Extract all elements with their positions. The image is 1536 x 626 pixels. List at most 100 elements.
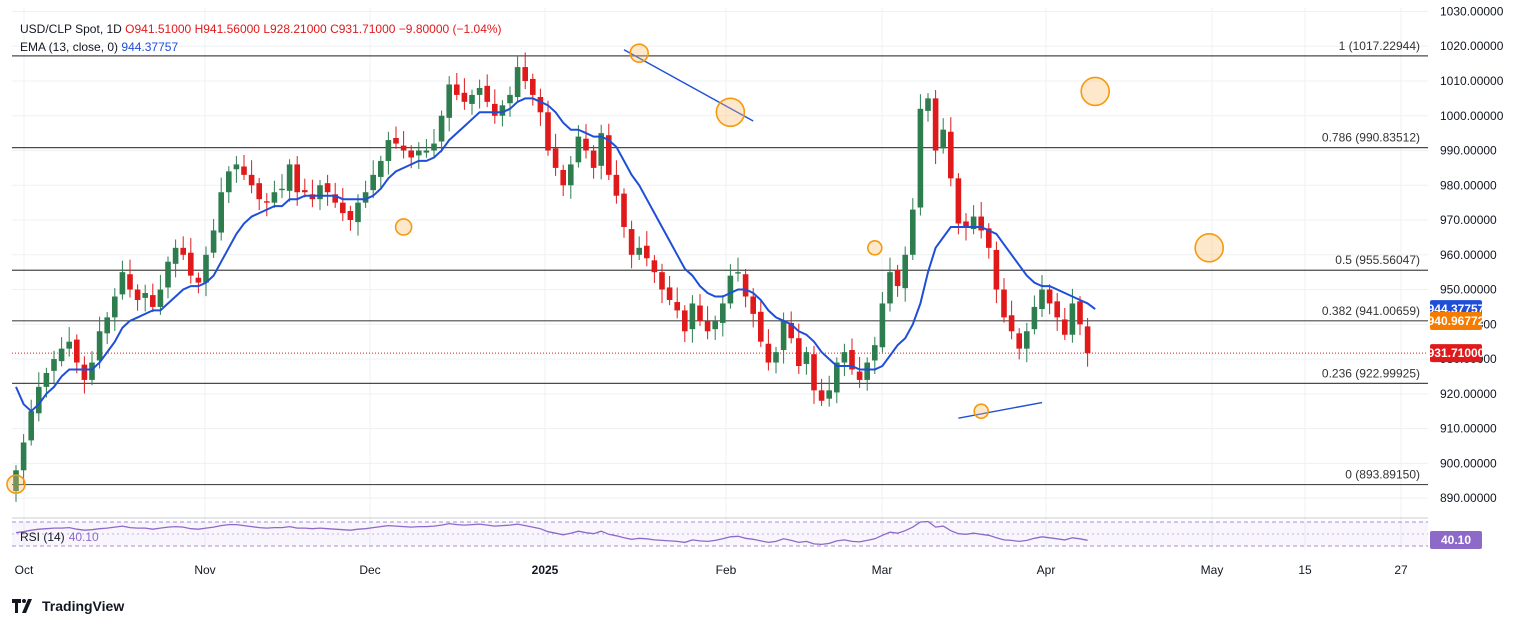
- candle-body: [720, 303, 726, 323]
- candle-body: [499, 105, 506, 116]
- candle-body: [112, 296, 118, 318]
- price-badge-label: 940.96772: [1428, 314, 1485, 328]
- symbol-name: USD/CLP Spot, 1D: [20, 22, 122, 36]
- candle-body: [286, 164, 293, 191]
- candle-body: [628, 229, 635, 255]
- candle-body: [887, 272, 893, 304]
- candle-body: [203, 254, 209, 283]
- candle-body: [621, 193, 627, 227]
- candle-body: [1024, 331, 1030, 349]
- time-tick-label: Nov: [194, 563, 215, 577]
- candle-body: [385, 140, 392, 161]
- candle-body: [416, 150, 422, 156]
- candle-body: [545, 112, 551, 151]
- tradingview-brand[interactable]: TradingView: [12, 598, 124, 614]
- candle-body: [864, 362, 870, 380]
- trend-lines: [623, 49, 1043, 419]
- swing-highlight-circle: [394, 218, 413, 236]
- candle-body: [279, 188, 285, 191]
- swing-highlight-circle: [629, 43, 650, 63]
- candle-body: [66, 341, 72, 349]
- candle-body: [788, 322, 794, 339]
- candle-body: [104, 317, 110, 334]
- candle-body: [74, 339, 80, 363]
- candle-body: [894, 270, 901, 287]
- price-tick-label: 890.00000: [1440, 491, 1497, 505]
- candle-body: [522, 67, 528, 81]
- ema-legend[interactable]: EMA (13, close, 0) 944.37757: [20, 40, 178, 54]
- price-tick-label: 910.00000: [1440, 422, 1497, 436]
- time-tick-label: Oct: [15, 563, 34, 577]
- trend-line-down: [623, 49, 754, 122]
- candle-body: [583, 138, 589, 151]
- candle-body: [454, 84, 460, 95]
- rsi-legend[interactable]: RSI (14) 40.10: [20, 530, 99, 544]
- candle-body: [644, 245, 650, 259]
- candle-body: [476, 87, 483, 95]
- candle-body: [431, 143, 437, 151]
- candle-body: [590, 150, 597, 168]
- chart-grid: [12, 8, 1428, 550]
- candle-body: [150, 295, 156, 307]
- time-tick-label: Dec: [359, 563, 380, 577]
- candle-body: [210, 230, 217, 253]
- candle-body: [1054, 301, 1060, 318]
- candle-body: [43, 372, 50, 387]
- rsi-panel: [12, 517, 1428, 547]
- candle-body: [651, 260, 658, 273]
- candle-body: [142, 293, 148, 298]
- candle-body: [507, 94, 513, 104]
- candle-body: [1016, 333, 1022, 349]
- price-tick-label: 1020.00000: [1440, 39, 1504, 53]
- candle-body: [963, 221, 969, 227]
- candle-body: [1062, 319, 1068, 335]
- candle-body: [271, 192, 278, 203]
- candle-body: [834, 362, 840, 393]
- candle-body: [925, 98, 931, 111]
- candle-body: [552, 148, 559, 168]
- fib-label: 1 (1017.22944): [1339, 39, 1420, 53]
- swing-highlight-circle: [973, 403, 990, 420]
- candle-body: [803, 352, 810, 364]
- price-badge-label: 931.71000: [1428, 346, 1485, 360]
- candle-body: [704, 320, 711, 332]
- candle-body: [195, 277, 202, 283]
- candle-body: [872, 345, 878, 361]
- candle-body: [484, 85, 490, 102]
- price-badge: [1430, 344, 1482, 363]
- candle-body: [400, 145, 407, 151]
- swing-highlight-circle: [1194, 233, 1224, 263]
- candle-body: [970, 216, 977, 230]
- rsi-badge: [1430, 531, 1482, 549]
- candle-body: [879, 303, 886, 348]
- candle-body: [902, 254, 908, 289]
- candle-body: [157, 289, 164, 307]
- candle-body: [165, 261, 171, 288]
- candle-body: [568, 164, 574, 186]
- price-axis: 1030.00000 1020.00000 1010.00000 1000.00000…: [1440, 4, 1504, 505]
- candle-body: [636, 247, 642, 255]
- candle-body: [514, 67, 521, 97]
- candle-body: [438, 115, 445, 142]
- candle-body: [20, 442, 27, 471]
- symbol-legend[interactable]: USD/CLP Spot, 1D O941.51000 H941.56000 L…: [20, 22, 502, 36]
- fib-label: 0 (893.89150): [1345, 468, 1420, 482]
- rsi-polyline: [15, 520, 1088, 546]
- candle-body: [978, 216, 984, 231]
- candle-body: [948, 131, 954, 179]
- candle-body: [773, 352, 779, 363]
- candle-body: [530, 78, 536, 95]
- ohlc-open: O941.51000: [125, 22, 192, 36]
- candle-body: [58, 348, 65, 362]
- time-tick-label: Feb: [716, 563, 737, 577]
- fib-label: 0.236 (922.99925): [1322, 366, 1420, 380]
- fib-label: 0.382 (941.00659): [1322, 304, 1420, 318]
- candle-body: [264, 201, 270, 203]
- candle-body: [332, 194, 338, 203]
- candle-body: [697, 305, 703, 321]
- candle-body: [340, 202, 346, 214]
- candle-body: [811, 354, 817, 391]
- candle-body: [309, 194, 316, 200]
- candle-body: [856, 371, 863, 380]
